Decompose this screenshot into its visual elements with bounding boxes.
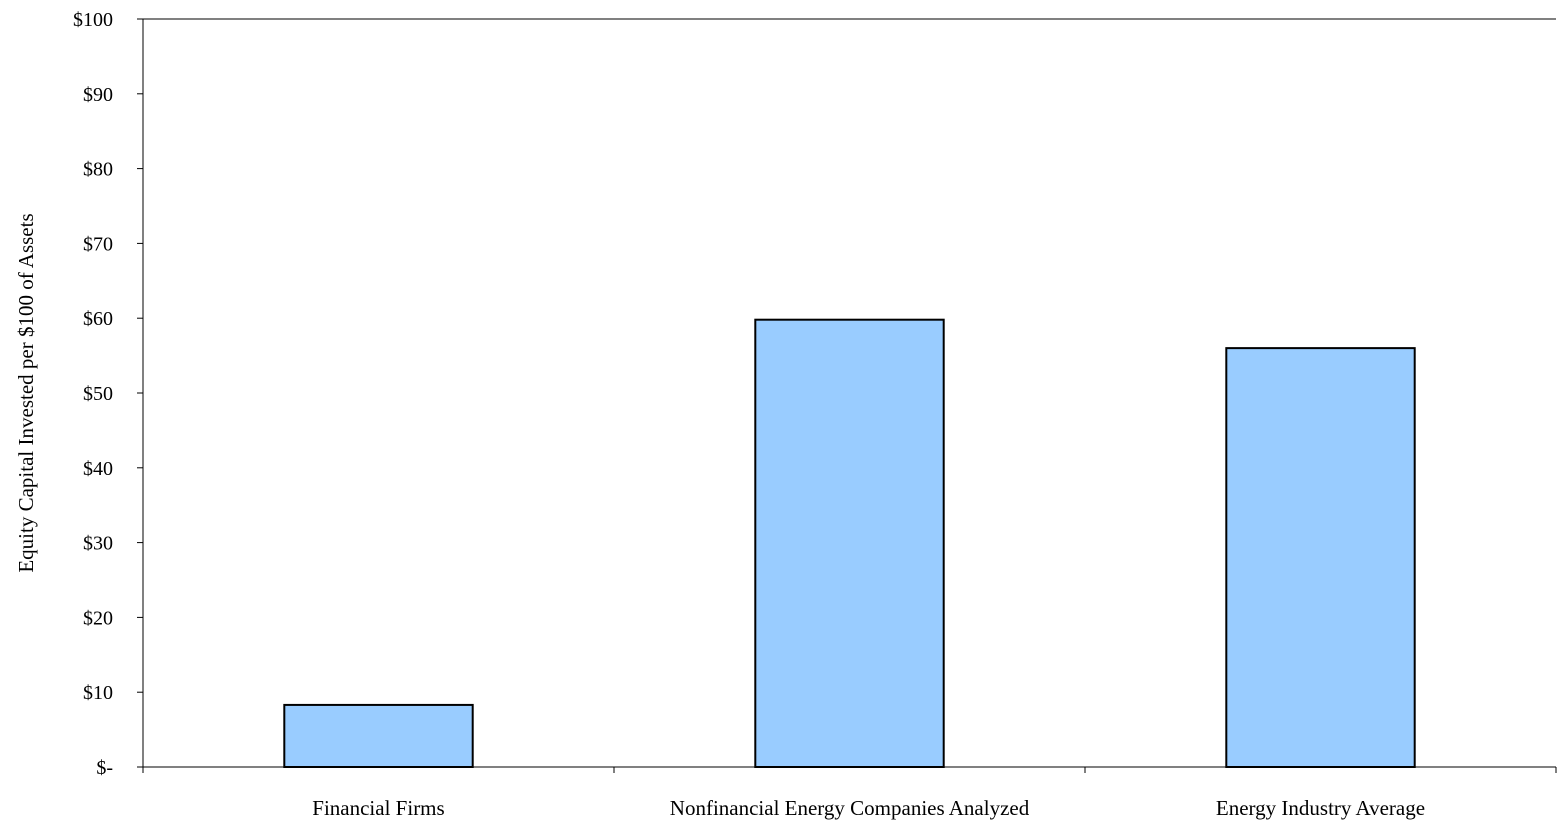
bar-2 [754, 318, 945, 768]
x-axis-ticks [142, 767, 1557, 773]
bar-series [283, 318, 1416, 769]
y-tick-label: $100 [73, 9, 113, 31]
y-tick-label: $20 [83, 607, 113, 629]
y-tick-label: $80 [83, 159, 113, 181]
y-tick-label: $10 [83, 682, 113, 704]
x-category-label: Nonfinancial Energy Companies Analyzed [670, 796, 1030, 820]
y-tick-label: $40 [83, 458, 113, 480]
x-category-label: Energy Industry Average [1216, 796, 1425, 820]
y-axis-ticks: $- $10 $20 $30 $40 $50 $60 $70 $80 $90 $100 [73, 9, 143, 779]
x-axis-category-labels: Financial Firms Nonfinancial Energy Compa… [312, 796, 1425, 820]
y-tick-label: $70 [83, 233, 113, 255]
y-tick-label: $90 [83, 84, 113, 106]
bar-1 [283, 703, 474, 769]
y-axis-title: Equity Capital Invested per $100 of Asse… [14, 213, 38, 572]
y-tick-label: $50 [83, 383, 113, 405]
x-category-label: Financial Firms [312, 796, 444, 820]
y-tick-label: $30 [83, 533, 113, 555]
y-tick-label: $60 [83, 308, 113, 330]
y-tick-label: $- [96, 757, 113, 779]
bar-3 [1225, 347, 1416, 768]
